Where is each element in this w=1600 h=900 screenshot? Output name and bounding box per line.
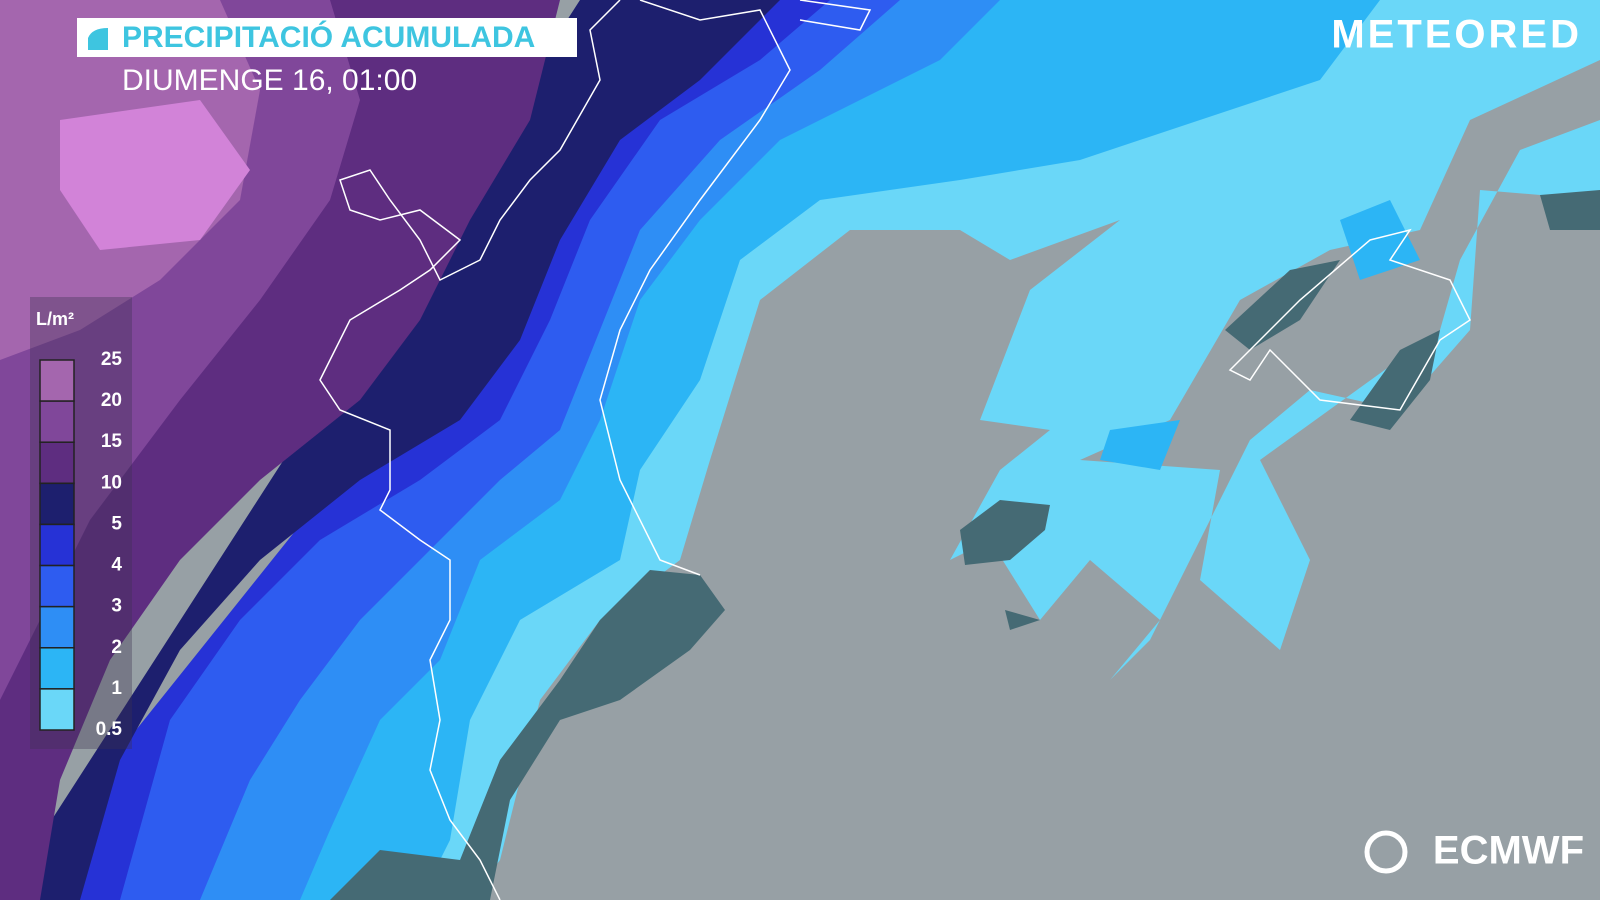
legend-label: 0.5 bbox=[96, 719, 123, 740]
legend-swatch bbox=[39, 605, 75, 649]
title: PRECIPITACIÓ ACUMULADA bbox=[122, 20, 535, 54]
legend-swatch bbox=[39, 523, 75, 567]
legend-swatch bbox=[39, 647, 75, 690]
legend-swatch bbox=[39, 688, 75, 731]
legend-label: 1 bbox=[111, 678, 122, 699]
rain-zone bbox=[0, 0, 830, 900]
legend-label: 3 bbox=[111, 596, 122, 617]
source-icon bbox=[1364, 830, 1408, 874]
legend-unit: L/m² bbox=[36, 309, 74, 329]
legend-label: 25 bbox=[101, 349, 123, 370]
legend-label: 4 bbox=[111, 555, 122, 576]
legend-swatch bbox=[39, 564, 75, 608]
legend-label: 20 bbox=[101, 390, 122, 411]
coastline bbox=[319, 0, 621, 900]
legend-swatch bbox=[39, 359, 75, 402]
logo: METEORED bbox=[1331, 13, 1582, 57]
legend-label: 2 bbox=[111, 637, 122, 658]
legend: L/m² 25 20 15 10 5 4 3 2 1 0.5 bbox=[30, 297, 132, 749]
rain-zone bbox=[1100, 200, 1420, 470]
source: ECMWF bbox=[1433, 829, 1584, 873]
title-box bbox=[77, 18, 577, 57]
legend-swatch bbox=[39, 441, 75, 485]
legend-swatch bbox=[39, 400, 75, 443]
legend-label: 15 bbox=[101, 431, 123, 452]
source-logo: ECMWF bbox=[1364, 829, 1584, 874]
title-icon bbox=[88, 28, 108, 50]
rain-zone bbox=[60, 100, 250, 250]
subtitle: DIUMENGE 16, 01:00 bbox=[122, 64, 417, 97]
legend-label: 5 bbox=[111, 513, 122, 534]
coastline bbox=[599, 0, 1471, 576]
land bbox=[330, 570, 725, 900]
legend-swatch bbox=[39, 482, 75, 526]
legend-label: 10 bbox=[101, 472, 122, 493]
